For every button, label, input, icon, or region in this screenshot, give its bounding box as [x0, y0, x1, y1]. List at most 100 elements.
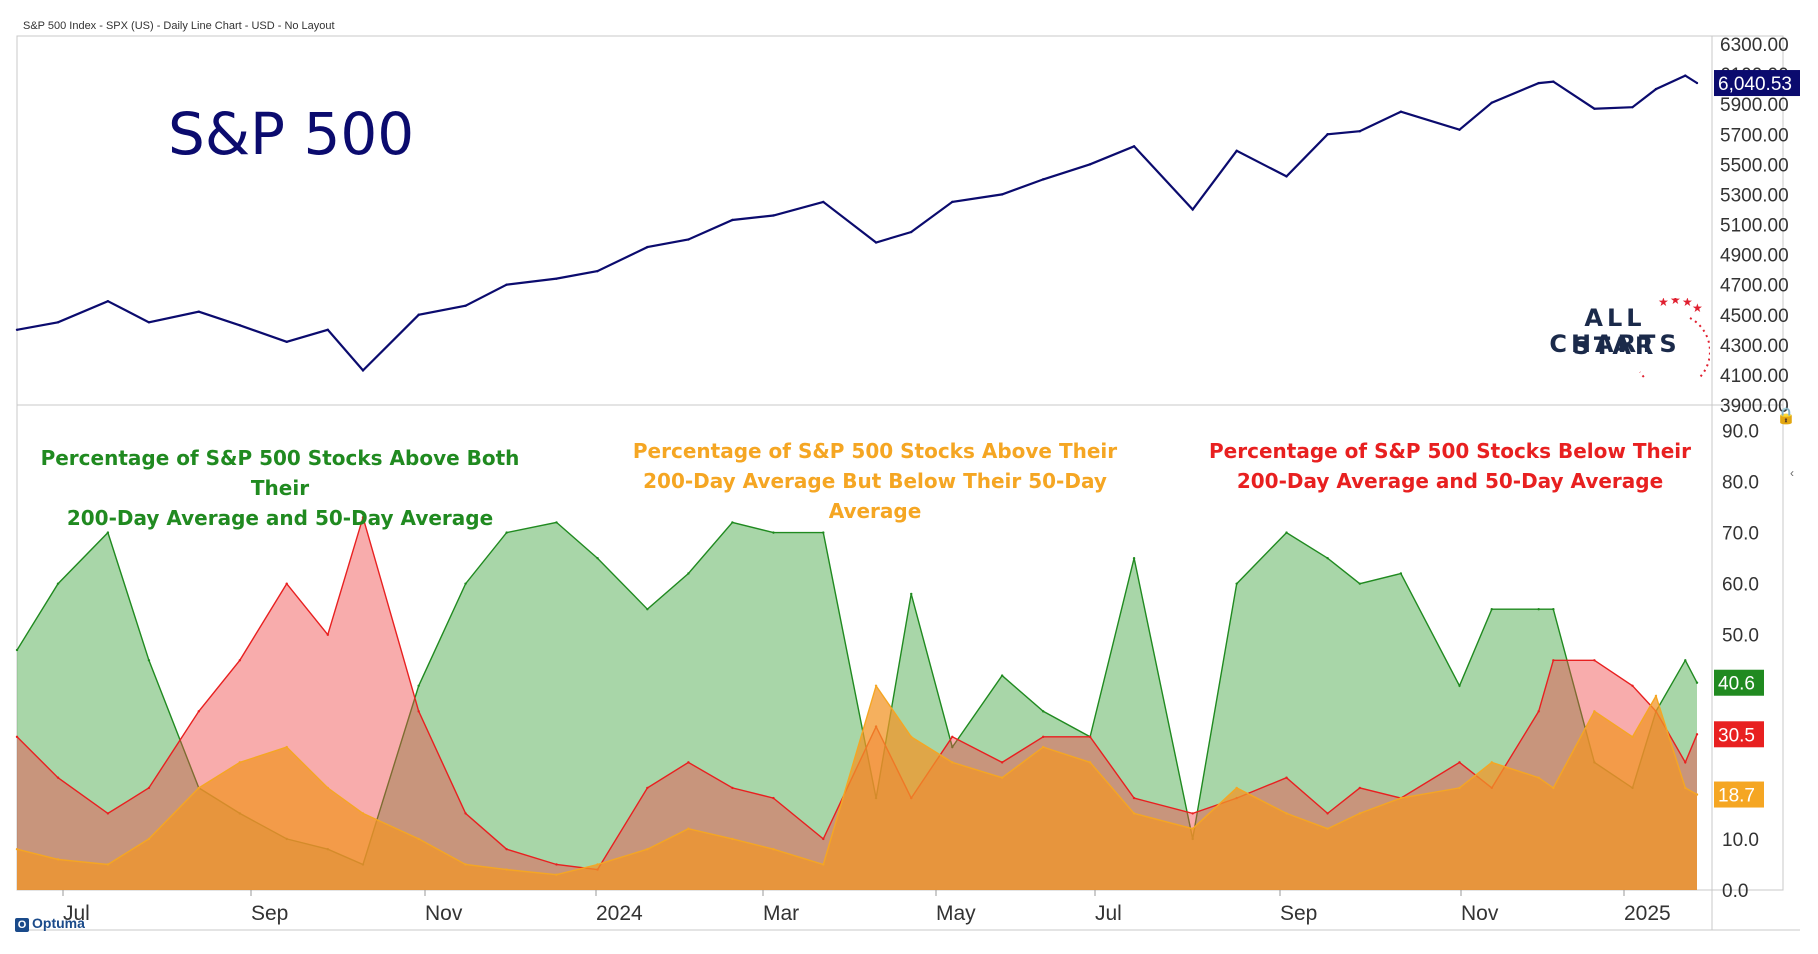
orange-series-title: Percentage of S&P 500 Stocks Above Their… [615, 436, 1135, 526]
green-point [1695, 681, 1699, 684]
logo-line2: CHARTS [1549, 330, 1681, 358]
spx-y-tick: 5500.00 [1720, 155, 1789, 176]
spx-point [910, 230, 913, 234]
green-point [505, 531, 508, 534]
orange-point [1235, 786, 1238, 790]
chart-header: S&P 500 Index - SPX (US) - Daily Line Ch… [23, 20, 335, 32]
svg-text:★: ★ [1692, 301, 1703, 315]
green-point [1490, 608, 1493, 611]
spx-point [1088, 163, 1092, 166]
orange-point [1041, 745, 1045, 749]
spx-y-tick: 4100.00 [1720, 366, 1789, 387]
green-point [1285, 531, 1288, 534]
spx-y-tick: 4500.00 [1720, 306, 1789, 327]
spx-point [1326, 133, 1329, 136]
spx-point [1000, 193, 1004, 196]
spx-point [1358, 130, 1362, 133]
spx-point [417, 313, 420, 316]
spx-point [646, 245, 649, 249]
spx-point [687, 238, 690, 241]
orange-series-title-line2: 200-Day Average But Below Their 50-Day A… [643, 469, 1107, 523]
orange-point [1000, 776, 1004, 779]
x-tick-label: May [936, 902, 976, 925]
green-series-title-line1: Percentage of S&P 500 Stocks Above Both … [40, 446, 520, 500]
orange-point [822, 863, 825, 866]
spx-point [731, 218, 734, 222]
green-series-title: Percentage of S&P 500 Stocks Above Both … [20, 443, 540, 533]
spx-point [1552, 80, 1555, 83]
svg-text:★: ★ [1682, 298, 1693, 309]
x-tick-label: Nov [1461, 902, 1499, 925]
orange-point [1654, 694, 1658, 698]
orange-point [1684, 786, 1687, 790]
spx-point [15, 328, 19, 331]
green-last-value-label: 40.6 [1718, 674, 1755, 695]
spx-point [1235, 149, 1238, 152]
green-point [731, 521, 734, 524]
red-point [1684, 761, 1687, 764]
svg-text:★: ★ [1658, 298, 1669, 309]
breadth-y-tick: 90.0 [1722, 422, 1759, 443]
x-tick-label: Sep [251, 902, 288, 925]
green-point [772, 531, 775, 534]
red-last-value-box [1714, 721, 1764, 748]
collapse-panel-icon[interactable]: ‹ [1790, 466, 1794, 480]
orange-point [1358, 812, 1362, 815]
red-point [1285, 776, 1288, 779]
red-point [285, 582, 288, 585]
green-point [1458, 684, 1461, 687]
green-point [1684, 659, 1687, 662]
orange-point [1326, 827, 1329, 830]
green-point [646, 608, 649, 611]
red-point [687, 761, 690, 764]
red-point [1695, 733, 1699, 736]
spx-y-tick: 5900.00 [1720, 95, 1789, 116]
green-point [596, 556, 599, 560]
green-point [417, 684, 420, 687]
red-point [1191, 812, 1194, 815]
spx-point [56, 321, 60, 324]
green-series-title-line2: 200-Day Average and 50-Day Average [66, 506, 494, 530]
green-point [951, 745, 954, 749]
spx-point [1132, 145, 1136, 148]
green-point [1000, 674, 1004, 677]
optuma-icon: O [15, 918, 29, 932]
logo-line1: ALL STAR [1572, 304, 1658, 360]
red-point [326, 633, 329, 636]
red-point [361, 516, 365, 519]
spx-last-value-label: 6,040.53 [1718, 74, 1792, 95]
red-point [56, 776, 60, 779]
spx-point [106, 300, 110, 303]
green-point [1358, 582, 1362, 585]
x-tick-label: Mar [763, 902, 799, 925]
orange-point [1552, 786, 1555, 790]
red-point [646, 786, 649, 790]
spx-point [1631, 105, 1634, 109]
red-series-title-line2: 200-Day Average and 50-Day Average [1236, 469, 1664, 493]
x-tick-label: Jul [63, 902, 90, 925]
lock-icon[interactable]: 🔒 [1776, 408, 1796, 425]
red-point [1631, 684, 1634, 687]
green-point [1552, 608, 1555, 611]
green-point [555, 521, 558, 524]
orange-point [687, 827, 690, 830]
spx-point [951, 200, 954, 204]
orange-point [1593, 710, 1596, 713]
orange-point [285, 745, 288, 749]
red-point [1088, 735, 1092, 739]
spx-point [1399, 110, 1403, 113]
breadth-y-tick: 10.0 [1722, 830, 1759, 851]
spx-point [1191, 208, 1194, 211]
red-series-title-line1: Percentage of S&P 500 Stocks Below Their [1209, 439, 1691, 463]
green-point [1132, 556, 1136, 560]
red-point [1326, 812, 1329, 815]
spx-point [1041, 178, 1045, 181]
orange-point [1695, 793, 1699, 796]
spx-point [147, 321, 151, 324]
spx-point [772, 214, 775, 217]
red-point [15, 735, 19, 739]
orange-point [15, 847, 19, 851]
breadth-y-tick: 60.0 [1722, 575, 1759, 596]
green-point [1041, 710, 1045, 713]
